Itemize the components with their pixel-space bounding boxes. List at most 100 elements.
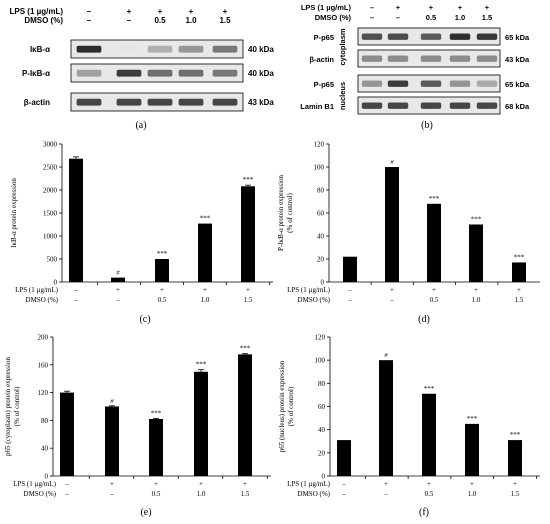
y-tick-label: 0 xyxy=(321,279,325,287)
lps-sign: + xyxy=(517,286,521,294)
blot-kda-label: 65 kDa xyxy=(505,33,530,42)
lps-row-label: LPS (1 µg/mL) xyxy=(13,480,57,488)
lps-sign: – xyxy=(341,480,346,488)
bar xyxy=(105,406,119,476)
dmso-value: – xyxy=(347,296,352,304)
blot-band xyxy=(116,45,142,53)
lps-sign: + xyxy=(485,3,490,12)
lps-sign: + xyxy=(432,286,436,294)
row-blot-strip xyxy=(70,92,244,112)
row-blot-strip xyxy=(357,96,501,115)
lps-sign: + xyxy=(427,480,431,488)
significance-hash: # xyxy=(384,352,388,359)
blot-band xyxy=(178,98,204,106)
y-tick-label: 60 xyxy=(317,210,325,218)
y-tick-label: 1000 xyxy=(43,233,58,241)
y-tick-label: 20 xyxy=(318,449,326,457)
y-tick-label: 60 xyxy=(318,403,326,411)
dmso-value: – xyxy=(127,16,132,25)
y-axis-label-unit: (% of control) xyxy=(287,386,295,426)
panel-label-c: (c) xyxy=(139,314,150,325)
dmso-row-label: DMSO (%) xyxy=(26,296,59,304)
blot-kda-label: 40 kDa xyxy=(248,69,274,78)
y-tick-label: 100 xyxy=(315,357,326,365)
y-tick-label: 120 xyxy=(38,389,49,397)
row-blot-strip xyxy=(70,39,244,59)
bar xyxy=(343,256,357,282)
blot-band xyxy=(178,45,204,53)
y-tick-label: 80 xyxy=(41,417,49,425)
blot-kda-label: 65 kDa xyxy=(505,80,530,89)
y-tick-label: 20 xyxy=(317,256,325,264)
lps-sign: – xyxy=(73,286,78,294)
lps-sign: + xyxy=(160,286,164,294)
group-label-nucleus: nucleus xyxy=(338,82,347,110)
blot-band xyxy=(387,102,409,109)
significance-star: *** xyxy=(200,215,211,223)
bar xyxy=(238,354,252,476)
dmso-value: 0.5 xyxy=(154,16,166,25)
blot-band xyxy=(76,69,102,77)
blot-band xyxy=(212,45,238,53)
blot-band xyxy=(76,45,102,53)
y-tick-label: 1500 xyxy=(43,210,58,218)
lps-sign: + xyxy=(110,480,114,488)
y-tick-label: 100 xyxy=(314,164,325,172)
bar xyxy=(512,262,526,282)
chart-panel-e: 0 40 80 120 160 200 p65 (cytoplasm) protein ex… xyxy=(4,334,271,498)
blot-band xyxy=(476,55,498,62)
blot-row-label: β-actin xyxy=(309,55,334,64)
dmso-value: 1.0 xyxy=(185,16,197,25)
blot-row-label: β-actin xyxy=(24,98,50,107)
blot-kda-label: 43 kDa xyxy=(505,55,530,64)
y-tick-label: 2000 xyxy=(43,187,58,195)
dmso-row-label: DMSO (%) xyxy=(298,490,331,498)
dmso-header-label: DMSO (%) xyxy=(24,16,63,25)
dmso-value: 1.5 xyxy=(244,296,253,304)
bar xyxy=(422,393,436,476)
significance-star: *** xyxy=(510,431,521,439)
blot-band xyxy=(449,55,471,62)
dmso-value: – xyxy=(87,16,92,25)
lps-sign: + xyxy=(223,7,228,16)
blot-band xyxy=(212,98,238,106)
dmso-value: 1.0 xyxy=(472,296,481,304)
significance-star: *** xyxy=(243,176,254,184)
lps-sign: – xyxy=(347,286,352,294)
y-axis-label-unit: (% of control) xyxy=(13,386,21,426)
lps-sign: + xyxy=(158,7,163,16)
y-tick-label: 3000 xyxy=(43,141,58,149)
bar xyxy=(149,419,163,476)
blot-band xyxy=(449,33,471,40)
blot-band xyxy=(361,55,383,62)
y-tick-label: 2500 xyxy=(43,164,58,172)
significance-hash: # xyxy=(390,159,394,166)
blot-band xyxy=(387,55,409,62)
chart-panel-d: 0 20 40 60 80 100 120 P-IκB-α protein expressio… xyxy=(277,141,540,304)
blot-band xyxy=(116,98,142,106)
blot-band xyxy=(449,80,471,87)
dmso-value: 0.5 xyxy=(426,13,436,22)
bar xyxy=(241,186,255,282)
lps-sign: + xyxy=(154,480,158,488)
blot-band xyxy=(420,80,442,87)
blot-band xyxy=(387,80,409,87)
blot-band xyxy=(420,102,442,109)
dmso-value: 1.5 xyxy=(515,296,524,304)
blot-band xyxy=(476,80,498,87)
dmso-value: – xyxy=(383,490,388,498)
dmso-value: 0.5 xyxy=(425,490,434,498)
chart-panel-f: 0 20 40 60 80 100 120 p65 (nucleus) protein exp… xyxy=(278,334,540,498)
blot-band xyxy=(449,102,471,109)
dmso-value: 1.0 xyxy=(455,13,465,22)
bar xyxy=(198,223,212,282)
blot-kda-label: 40 kDa xyxy=(248,45,274,54)
lps-sign: + xyxy=(116,286,120,294)
significance-hash: # xyxy=(110,398,114,405)
blot-panel-a: LPS (1 µg/mL)DMSO (%)––+–+0.5+1.0+1.5IκB… xyxy=(10,7,274,112)
lps-sign: + xyxy=(458,3,463,12)
bar xyxy=(337,440,351,476)
lps-header-label: LPS (1 µg/mL) xyxy=(301,3,352,12)
panel-label-e: (e) xyxy=(140,507,151,518)
